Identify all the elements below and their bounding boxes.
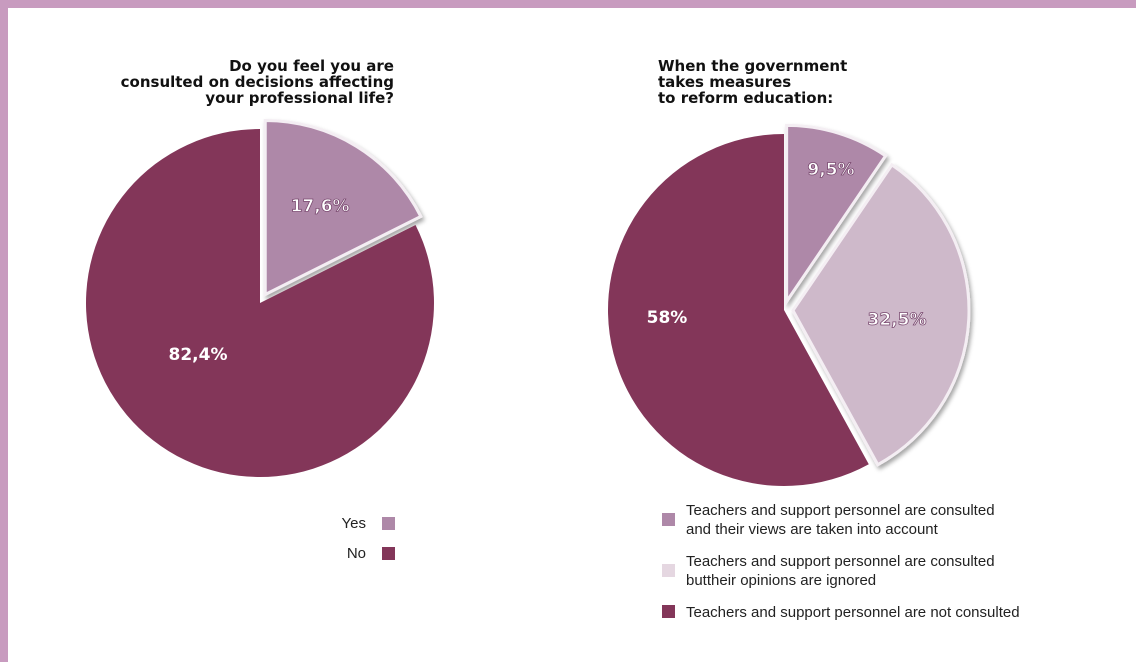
legend-item-no: No (300, 538, 395, 568)
legend-label-line: and their views are taken into account (686, 521, 938, 538)
pie-slice-value-label: 58% (647, 308, 688, 328)
pie-slice-not-consulted (607, 134, 869, 487)
legend-swatch (382, 516, 395, 530)
title-line: your professional life? (205, 89, 394, 107)
legend-label-line: buttheir opinions are ignored (686, 572, 877, 589)
pie-slice-value-label: 17,6% (291, 197, 350, 217)
pie-chart-reform: 9,5% 32,5% 58% (607, 123, 971, 487)
legend-swatch (382, 546, 395, 560)
pie-chart-consulted: 17,6% 82,4% (86, 118, 435, 477)
legend-label-line: Teachers and support personnel are consu… (686, 553, 995, 570)
pie-slice-no (86, 129, 435, 477)
legend-label-line: Teachers and support personnel are consu… (686, 502, 995, 519)
legend-item-consulted-ignored: Teachers and support personnel are consu… (662, 552, 1102, 590)
legend-swatch (662, 605, 675, 618)
pie-slice-value-label: 9,5% (807, 160, 854, 180)
pie-slice-value-label: 82,4% (169, 345, 228, 365)
pie-slice-yes (263, 118, 423, 297)
frame-left-border (0, 0, 8, 662)
legend-label: Teachers and support personnel are not c… (686, 603, 1020, 622)
legend-item-consulted-taken-into-account: Teachers and support personnel are consu… (662, 501, 1102, 539)
legend-item-not-consulted: Teachers and support personnel are not c… (662, 603, 1102, 622)
frame-top-border (0, 0, 1136, 8)
legend-reform: Teachers and support personnel are consu… (662, 501, 1102, 635)
legend-label-line: Teachers and support personnel are not c… (686, 604, 1020, 621)
chart-title-reform: When the government takes measures to re… (658, 58, 958, 106)
legend-label: No (346, 544, 366, 562)
title-line: takes measures (658, 73, 792, 91)
legend-label: Yes (341, 514, 366, 532)
title-line: Do you feel you are (229, 57, 394, 75)
title-line: When the government (658, 57, 848, 75)
legend-label: Teachers and support personnel are consu… (686, 501, 995, 539)
pie-slice-value-label: 32,5% (868, 310, 927, 330)
chart-title-consulted: Do you feel you are consulted on decisio… (54, 58, 394, 106)
pie-slice-ignored (791, 162, 971, 467)
legend-swatch (662, 513, 675, 526)
legend-label: Teachers and support personnel are consu… (686, 552, 995, 590)
pie-slice-taken-into-account (785, 123, 888, 307)
title-line: to reform education: (658, 89, 834, 107)
legend-swatch (662, 564, 675, 577)
legend-item-yes: Yes (300, 508, 395, 538)
title-line: consulted on decisions affecting (120, 73, 394, 91)
legend-consulted: Yes No (300, 508, 395, 568)
